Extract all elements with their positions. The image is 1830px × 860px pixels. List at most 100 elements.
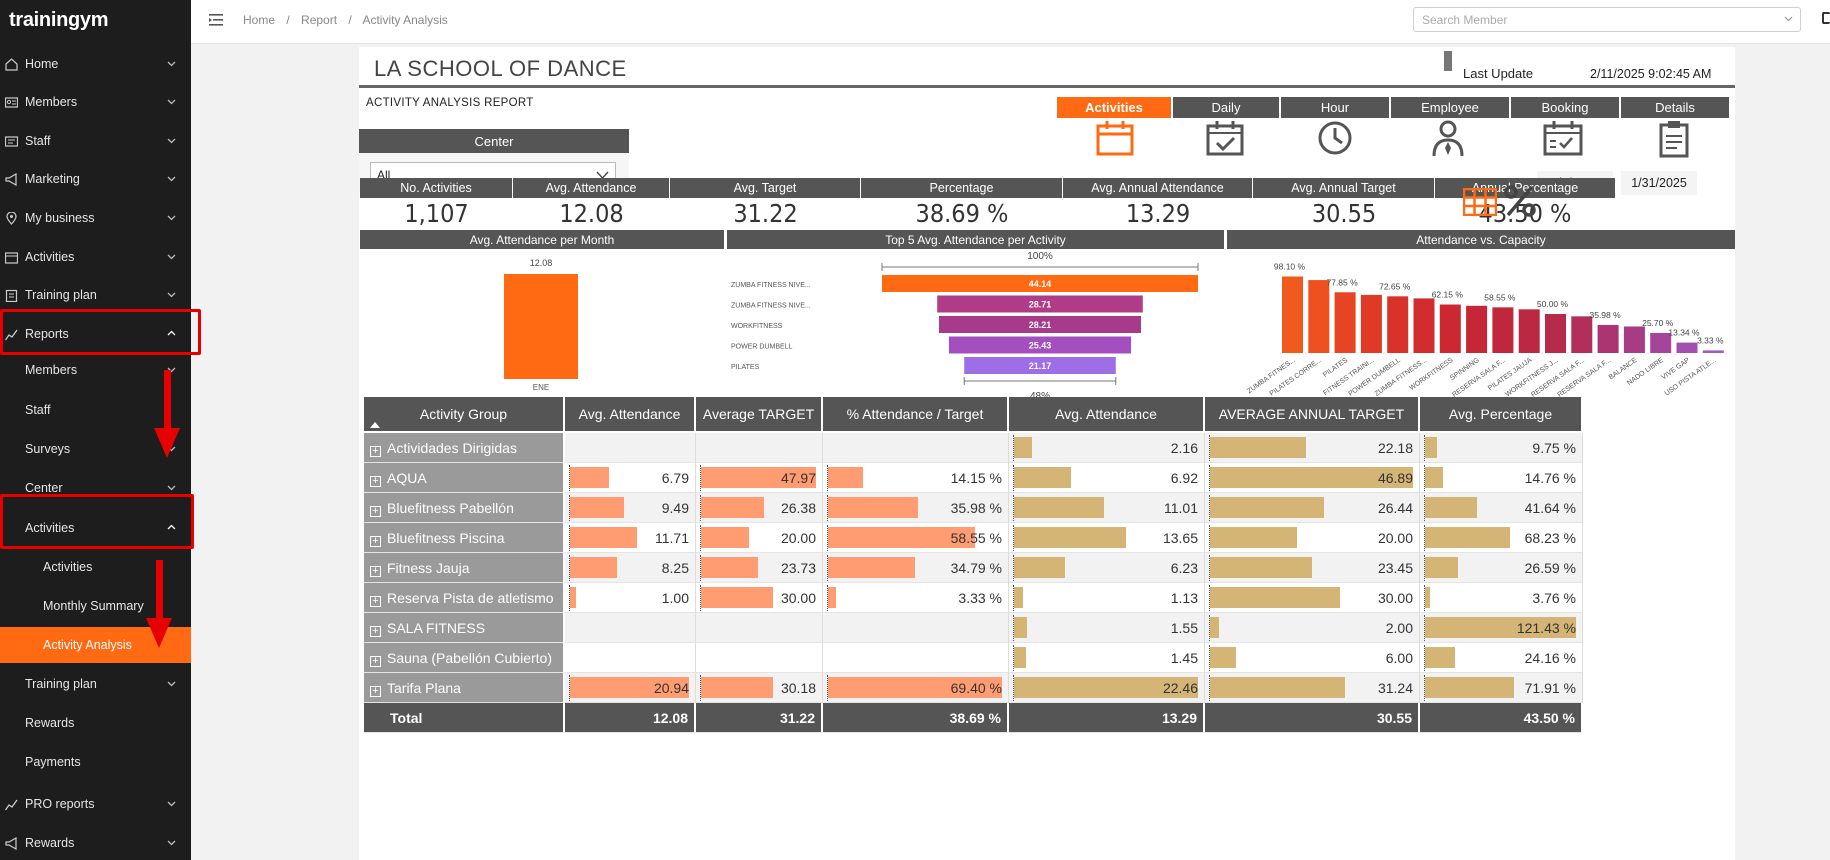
clipboard-icon[interactable] <box>1653 118 1695 158</box>
table-row[interactable]: + Actividades Dirigidas 2.16 22.18 9.75 % <box>364 433 1583 463</box>
calendar-icon[interactable] <box>1094 118 1136 158</box>
sidebar-item-reports-staff[interactable]: Staff <box>0 392 191 428</box>
column-header[interactable]: AVERAGE ANNUAL TARGET <box>1205 397 1420 433</box>
table-row[interactable]: + Bluefitness Piscina 11.71 20.00 58.55 % 13.… <box>364 523 1583 553</box>
activity-group-cell[interactable]: + Sauna (Pabellón Cubierto) <box>364 643 565 673</box>
sidebar-item-rewards[interactable]: Rewards <box>0 825 191 860</box>
activity-group-label: Reserva Pista de atletismo <box>387 589 554 606</box>
category-label: POWER DUMBELL <box>731 344 793 351</box>
expand-plus-icon[interactable]: + <box>370 505 381 517</box>
sidebar-item-reports-center[interactable]: Center <box>0 470 191 506</box>
fullscreen-icon[interactable] <box>1822 12 1830 24</box>
tab-booking[interactable]: Booking <box>1509 97 1619 118</box>
sort-asc-icon[interactable] <box>370 422 380 428</box>
breadcrumb-report[interactable]: Report <box>301 13 338 27</box>
activity-group-cell[interactable]: + AQUA <box>364 463 565 493</box>
breadcrumb-home[interactable]: Home <box>243 13 276 27</box>
percentage-view-icon[interactable] <box>1503 184 1537 218</box>
table-row[interactable]: + Fitness Jauja 8.25 23.73 34.79 % 6.23 23.45 2… <box>364 553 1583 583</box>
table-row[interactable]: + Reserva Pista de atletismo 1.00 30.00 3.33… <box>364 583 1583 613</box>
sidebar-item-home[interactable]: Home <box>0 46 191 82</box>
sidebar-item-reports-rewards[interactable]: Rewards <box>0 705 191 741</box>
activity-group-cell[interactable]: + Actividades Dirigidas <box>364 433 565 463</box>
bar <box>1413 298 1435 353</box>
tab-daily[interactable]: Daily <box>1171 97 1279 118</box>
bar-axis <box>569 675 570 701</box>
column-header[interactable]: Average TARGET <box>696 397 823 433</box>
calendar-check-icon[interactable] <box>1204 118 1246 158</box>
sidebar-item-activities-monthly-summary[interactable]: Monthly Summary <box>0 588 191 624</box>
data-label: 58.55 % <box>1484 292 1516 302</box>
location-pin-icon <box>6 211 17 225</box>
bar <box>1623 326 1645 353</box>
activity-group-label: Actividades Dirigidas <box>387 439 517 456</box>
data-bar <box>1425 467 1444 488</box>
booking-calendar-icon[interactable] <box>1542 118 1584 158</box>
activity-group-cell[interactable]: + Tarifa Plana <box>364 673 565 703</box>
sidebar-item-activities-activities[interactable]: Activities <box>0 549 191 585</box>
employee-icon[interactable] <box>1427 118 1469 158</box>
data-label: 72.65 % <box>1379 281 1411 291</box>
expand-plus-icon[interactable]: + <box>370 565 381 577</box>
expand-plus-icon[interactable]: + <box>370 685 381 697</box>
sidebar-item-training-plan[interactable]: Training plan <box>0 277 191 313</box>
sidebar-item-staff[interactable]: Staff <box>0 123 191 159</box>
expand-plus-icon[interactable]: + <box>370 625 381 637</box>
funnel-bar <box>937 295 1143 313</box>
activity-group-cell[interactable]: + Bluefitness Pabellón <box>364 493 565 523</box>
menu-toggle-icon[interactable] <box>209 12 227 28</box>
total-value: 13.29 <box>1161 710 1197 726</box>
column-header[interactable]: Activity Group <box>364 397 565 433</box>
value-cell: 46.89 <box>1205 463 1420 493</box>
table-row[interactable]: + Sauna (Pabellón Cubierto) 1.45 6.00 24.16 … <box>364 643 1583 673</box>
sidebar-item-pro-reports[interactable]: PRO reports <box>0 786 191 822</box>
sidebar-item-reports[interactable]: Reports <box>0 316 191 352</box>
kpi-annual-percentage: Annual Percentage 43.50 % <box>1435 178 1615 228</box>
sidebar-item-members[interactable]: Members <box>0 84 191 120</box>
tab-activities[interactable]: Activities <box>1057 97 1171 118</box>
kpi-label: Percentage <box>861 178 1063 198</box>
data-bar <box>1210 557 1312 578</box>
column-header[interactable]: Avg. Percentage <box>1420 397 1583 433</box>
sidebar-item-label: PRO reports <box>25 797 95 811</box>
column-header[interactable]: Avg. Attendance <box>565 397 696 433</box>
sidebar-item-reports-training-plan[interactable]: Training plan <box>0 666 191 702</box>
sidebar-item-activities[interactable]: Activities <box>0 239 191 275</box>
activity-group-cell[interactable]: + Bluefitness Piscina <box>364 523 565 553</box>
sidebar-item-marketing[interactable]: Marketing <box>0 161 191 197</box>
expand-plus-icon[interactable]: + <box>370 445 381 457</box>
activity-group-cell[interactable]: + Reserva Pista de atletismo <box>364 583 565 613</box>
bar-axis <box>569 585 570 611</box>
data-bar <box>828 467 864 488</box>
cell-value: 2.16 <box>1170 440 1198 456</box>
cell-value: 23.45 <box>1377 560 1413 576</box>
sidebar-item-reports-activities[interactable]: Activities <box>0 510 191 546</box>
table-row[interactable]: + SALA FITNESS 1.55 2.00 121.43 % <box>364 613 1583 643</box>
clock-icon[interactable] <box>1314 118 1356 158</box>
date-to[interactable]: 1/31/2025 <box>1621 171 1697 195</box>
column-header[interactable]: % Attendance / Target <box>823 397 1009 433</box>
sidebar-item-reports-payments[interactable]: Payments <box>0 744 191 780</box>
expand-plus-icon[interactable]: + <box>370 475 381 487</box>
sidebar-item-reports-members[interactable]: Members <box>0 352 191 388</box>
column-header[interactable]: Avg. Attendance <box>1009 397 1205 433</box>
tab-details[interactable]: Details <box>1619 97 1729 118</box>
total-cell: 30.55 <box>1205 703 1420 733</box>
chevron-down-icon <box>167 801 176 807</box>
tab-employee[interactable]: Employee <box>1389 97 1509 118</box>
tab-hour[interactable]: Hour <box>1279 97 1389 118</box>
category-label: WORKFITNESS <box>731 323 783 330</box>
value-cell: 121.43 % <box>1420 613 1583 643</box>
expand-plus-icon[interactable]: + <box>370 595 381 607</box>
sidebar-item-my-business[interactable]: My business <box>0 200 191 236</box>
search-member-select[interactable]: Search Member <box>1413 7 1801 32</box>
table-row[interactable]: + Tarifa Plana 20.94 30.18 69.40 % 22.46 31.24… <box>364 673 1583 703</box>
activity-group-cell[interactable]: + SALA FITNESS <box>364 613 565 643</box>
table-row[interactable]: + AQUA 6.79 47.97 14.15 % 6.92 46.89 14.76 % <box>364 463 1583 493</box>
expand-plus-icon[interactable]: + <box>370 535 381 547</box>
expand-plus-icon[interactable]: + <box>370 655 381 667</box>
activity-group-cell[interactable]: + Fitness Jauja <box>364 553 565 583</box>
table-view-icon[interactable] <box>1463 188 1497 216</box>
sidebar-item-label: Rewards <box>25 716 75 730</box>
table-row[interactable]: + Bluefitness Pabellón 9.49 26.38 35.98 % 11.… <box>364 493 1583 523</box>
